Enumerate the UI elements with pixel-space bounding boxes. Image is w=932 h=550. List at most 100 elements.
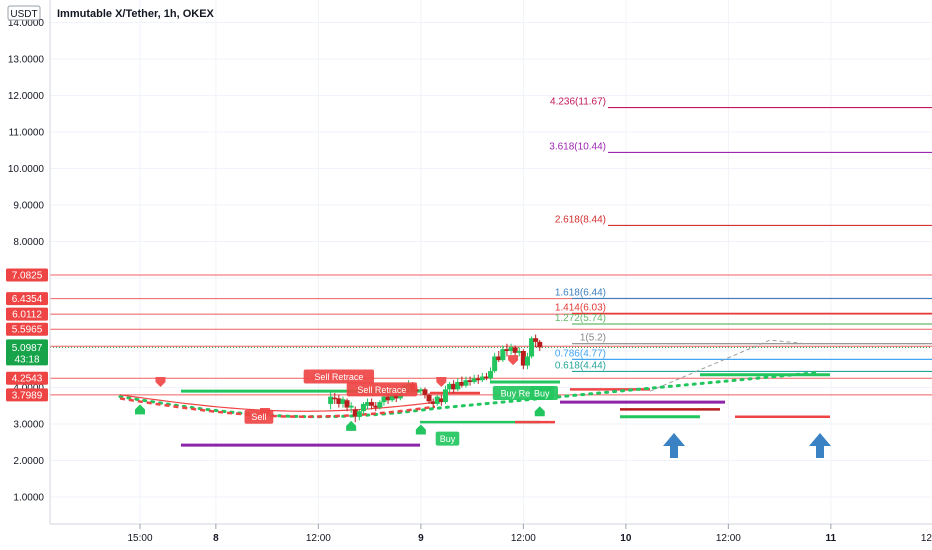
signal-label: Buy <box>534 388 550 398</box>
fib-level-label: 3.618(10.44) <box>549 141 606 152</box>
candle-body <box>512 347 518 353</box>
candle-body <box>447 383 453 390</box>
candle-body <box>434 396 440 404</box>
y-tick-label: 8.0000 <box>13 237 44 248</box>
candle-body <box>365 402 371 406</box>
candle-body <box>451 383 457 390</box>
candle-body <box>475 378 481 381</box>
sell-marker <box>508 355 519 366</box>
x-tick-label: 15:00 <box>127 533 152 544</box>
up-arrow-icon <box>663 433 685 458</box>
fib-level-label: 1.272(5.74) <box>555 313 606 324</box>
ma-dotted-green <box>118 370 822 419</box>
signal-badge <box>530 385 554 400</box>
candle-body <box>488 371 494 379</box>
candle-body <box>360 403 366 412</box>
candle-body <box>442 389 448 403</box>
signal-badge <box>303 369 375 384</box>
price-level-label: 5.5965 <box>12 325 43 336</box>
x-tick-label: 11 <box>826 533 837 544</box>
candle-body <box>336 398 342 404</box>
price-level-label: 6.4354 <box>12 294 43 305</box>
x-tick-label: 10 <box>620 533 632 544</box>
candle-body <box>483 376 489 379</box>
y-tick-label: 1.0000 <box>13 493 44 504</box>
current-price-badge <box>6 339 48 366</box>
fib-level-label: 1.618(6.44) <box>555 287 606 298</box>
buy-marker <box>135 404 145 415</box>
candle-body <box>479 376 485 381</box>
x-tick-label: 12:00 <box>511 533 536 544</box>
sell-marker <box>436 377 447 388</box>
fib-level-label: 1(5.2) <box>580 333 606 344</box>
signal-badge <box>346 382 418 397</box>
price-level-badge <box>6 322 48 336</box>
price-level-badge <box>6 371 48 385</box>
up-arrow-icon <box>809 433 831 458</box>
y-tick-label: 9.0000 <box>13 201 44 212</box>
price-axis[interactable]: 14.0000 13.0000 12.0000 11.0000 10.0000 9.000… <box>6 0 51 524</box>
candle-body <box>467 380 473 383</box>
fib-level-label: 1.414(6.03) <box>555 302 606 313</box>
y-tick-label: 3.0000 <box>13 420 44 431</box>
candle-body <box>533 338 539 342</box>
countdown-label: 43:18 <box>14 354 39 365</box>
price-level-label: 4.2543 <box>12 374 43 385</box>
signal-label: Buy <box>440 434 456 444</box>
candles <box>328 334 543 423</box>
signal-label: Sell <box>251 412 266 422</box>
fib-level-label: 0.786(4.77) <box>555 348 606 359</box>
x-tick-label: 8 <box>213 533 219 544</box>
candle-body <box>520 351 526 366</box>
candle-body <box>438 398 444 403</box>
x-tick-label: 9 <box>418 533 424 544</box>
y-tick-label: 12.0000 <box>8 91 45 102</box>
candle-body <box>529 338 535 357</box>
buy-marker <box>346 420 357 431</box>
y-tick-label: 14.0000 <box>8 18 45 29</box>
candle-body <box>340 399 346 404</box>
fib-level-label: 0.618(4.44) <box>555 360 606 371</box>
signal-label: Sell Retrace <box>314 372 363 382</box>
signal-label: Sell Retrace <box>357 385 406 395</box>
candle-body <box>393 394 399 399</box>
candle-body <box>369 402 375 406</box>
candle-body <box>328 396 334 404</box>
price-level-badge <box>6 268 48 282</box>
y-tick-label: 2.0000 <box>13 456 44 467</box>
candle-body <box>385 396 391 401</box>
price-level-badge <box>6 388 48 402</box>
price-level-badge <box>6 307 48 321</box>
price-level-badge <box>6 292 48 306</box>
price-level-label: 3.7989 <box>12 390 43 401</box>
time-axis[interactable]: 15:00 8 12:00 9 12:00 10 12:00 11 12:00 <box>50 523 932 544</box>
candle-body <box>389 394 395 401</box>
trend-line-red <box>119 394 436 412</box>
currency-badge-box <box>7 5 41 21</box>
candle-body <box>430 401 436 404</box>
sell-marker <box>155 377 166 388</box>
candle-body <box>463 380 469 386</box>
currency-badge[interactable]: USDT <box>7 5 41 21</box>
x-tick-label: 12:00 <box>921 533 932 544</box>
signal-label: Buy Retrace <box>501 388 551 398</box>
buy-marker <box>534 406 545 417</box>
candle-body <box>332 397 338 400</box>
y-tick-label: 13.0000 <box>8 55 45 66</box>
currency-label: USDT <box>10 9 37 20</box>
candle-body <box>524 356 530 366</box>
candle-body <box>418 389 424 392</box>
y-tick-label: 11.0000 <box>9 128 45 139</box>
chart-title: Immutable X/Tether, 1h, OKEX <box>57 8 215 20</box>
candle-body <box>356 411 362 417</box>
candle-body <box>508 347 514 351</box>
candle-body <box>352 409 358 417</box>
candle-body <box>422 389 428 395</box>
price-level-label: 7.0825 <box>12 270 43 281</box>
candle-body <box>381 396 387 403</box>
candle-body <box>459 382 465 386</box>
signal-badge <box>435 431 460 446</box>
buy-marker <box>415 424 426 435</box>
price-level-label: 6.0112 <box>12 310 42 321</box>
